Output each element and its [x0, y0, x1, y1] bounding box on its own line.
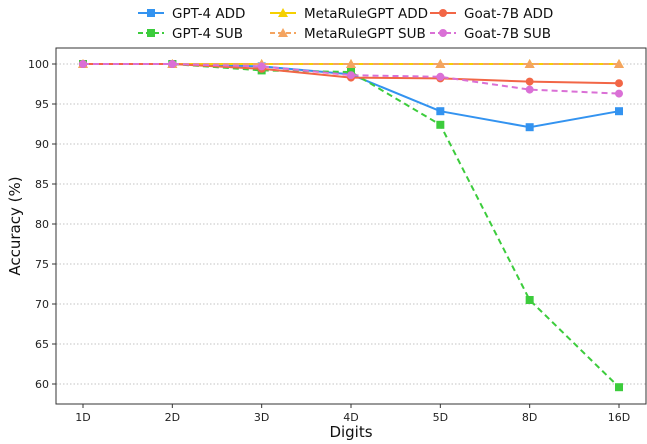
legend-label-gpt-4-add: GPT-4 ADD — [172, 6, 245, 22]
y-tick-label-75: 75 — [35, 258, 49, 271]
y-tick-label-65: 65 — [35, 338, 49, 351]
legend-item-gpt-4-add: GPT-4 ADD — [138, 6, 245, 22]
legend-marker-metarulegpt-add — [278, 8, 288, 17]
x-tick-label-1D: 1D — [75, 411, 90, 424]
legend-item-goat-7b-sub: Goat-7B SUB — [430, 26, 551, 42]
series-gpt-4-sub — [79, 60, 623, 392]
point-goat-7b-sub-2D — [168, 60, 177, 68]
legend-label-goat-7b-sub: Goat-7B SUB — [464, 26, 551, 42]
point-gpt-4-sub-16D — [615, 383, 623, 392]
point-goat-7b-sub-4D — [347, 71, 355, 80]
x-tick-label-4D: 4D — [343, 411, 358, 424]
legend-item-gpt-4-sub: GPT-4 SUB — [138, 26, 243, 42]
plot-frame — [55, 47, 647, 405]
legend: GPT-4 ADD GPT-4 SUB MetaRuleGPT ADD MetaRul… — [138, 6, 553, 42]
grid-lines — [56, 63, 646, 385]
series-group — [78, 59, 624, 392]
legend-label-goat-7b-add: Goat-7B ADD — [464, 6, 553, 22]
point-goat-7b-sub-8D — [525, 85, 534, 94]
legend-item-goat-7b-add: Goat-7B ADD — [430, 6, 553, 22]
point-gpt-4-add-16D — [615, 107, 623, 116]
series-goat-7b-sub — [79, 60, 623, 98]
point-metarulegpt-sub-8D — [524, 59, 535, 68]
y-tick-label-100: 100 — [28, 58, 49, 71]
point-goat-7b-sub-3D — [257, 62, 266, 71]
point-gpt-4-sub-8D — [525, 296, 534, 304]
x-tick-label-16D: 16D — [608, 411, 630, 424]
y-tick-label-70: 70 — [35, 298, 49, 311]
point-goat-7b-add-8D — [525, 77, 534, 86]
legend-label-gpt-4-sub: GPT-4 SUB — [172, 26, 243, 42]
y-tick-label-90: 90 — [35, 138, 49, 151]
x-tick-label-3D: 3D — [254, 411, 269, 424]
legend-marker-goat-7b-sub — [439, 29, 447, 37]
point-gpt-4-add-8D — [525, 123, 534, 132]
legend-label-metarulegpt-sub: MetaRuleGPT SUB — [304, 26, 426, 42]
point-goat-7b-sub-5D — [436, 72, 445, 81]
y-tick-label-95: 95 — [35, 98, 49, 111]
x-axis-ticks: 1D 2D 3D 4D 5D 8D 16D — [75, 404, 630, 424]
point-metarulegpt-sub-16D — [614, 59, 624, 68]
x-tick-label-5D: 5D — [433, 411, 448, 424]
point-goat-7b-sub-16D — [615, 89, 623, 98]
series-line-gpt-4-sub — [83, 63, 620, 388]
legend-marker-gpt-4-sub — [147, 29, 155, 37]
x-tick-label-2D: 2D — [165, 411, 180, 424]
point-goat-7b-add-16D — [615, 79, 623, 88]
legend-item-metarulegpt-add: MetaRuleGPT ADD — [270, 6, 428, 22]
point-gpt-4-add-5D — [436, 107, 445, 116]
x-tick-label-8D: 8D — [522, 411, 537, 424]
point-gpt-4-sub-5D — [436, 120, 445, 129]
y-tick-label-80: 80 — [35, 218, 49, 231]
x-axis-label: Digits — [329, 423, 372, 441]
y-tick-label-85: 85 — [35, 178, 49, 191]
point-metarulegpt-sub-4D — [346, 59, 356, 68]
legend-marker-gpt-4-add — [147, 9, 155, 17]
y-tick-label-60: 60 — [35, 378, 49, 391]
point-goat-7b-sub-1D — [79, 60, 87, 68]
y-axis-label: Accuracy (%) — [6, 176, 24, 275]
legend-marker-metarulegpt-sub — [278, 28, 288, 37]
legend-marker-goat-7b-add — [439, 9, 447, 17]
y-axis-ticks: 60 65 70 75 80 85 90 95 100 — [28, 58, 56, 391]
legend-label-metarulegpt-add: MetaRuleGPT ADD — [304, 6, 428, 22]
point-metarulegpt-sub-5D — [435, 59, 446, 68]
legend-item-metarulegpt-sub: MetaRuleGPT SUB — [270, 26, 426, 42]
